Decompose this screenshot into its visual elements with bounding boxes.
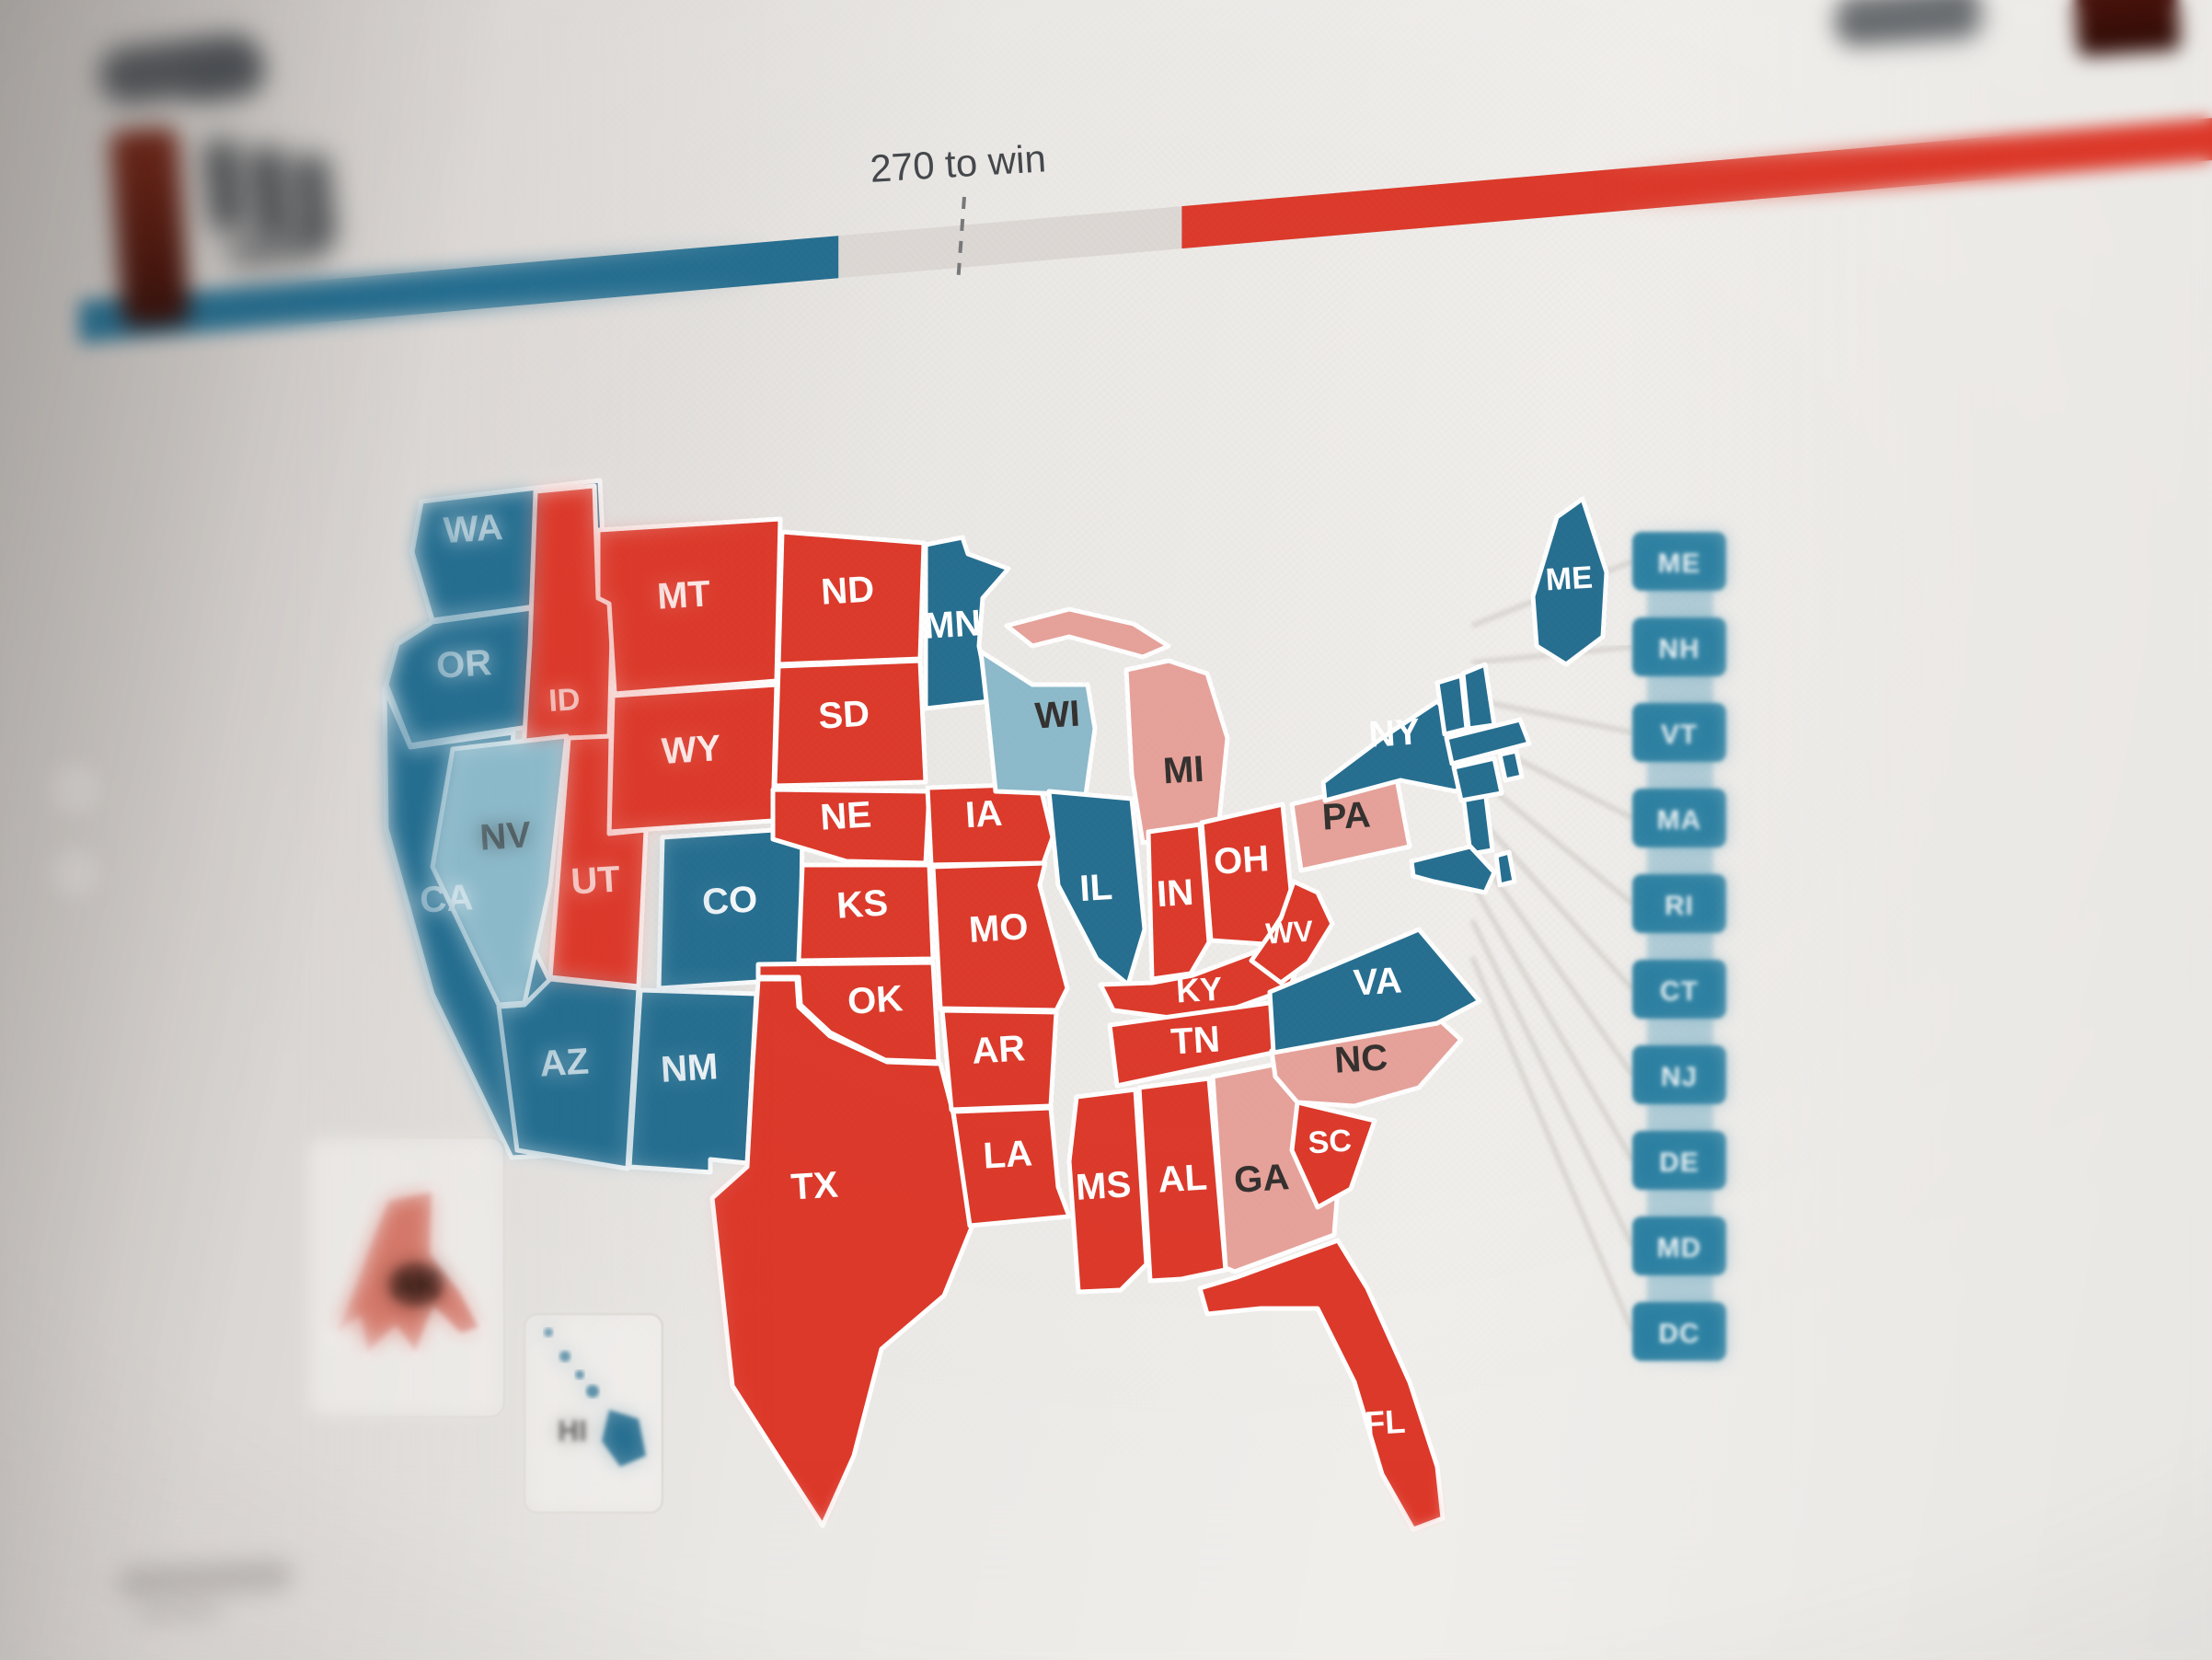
state-label-ms: MS	[1075, 1164, 1133, 1208]
callout-label-me: ME	[1658, 548, 1701, 579]
state-label-al: AL	[1157, 1157, 1208, 1200]
state-label-mn: MN	[923, 603, 983, 647]
hawaii-island	[559, 1351, 570, 1362]
state-label-pa: PA	[1321, 794, 1372, 837]
state-label-ut: UT	[570, 859, 621, 902]
state-label-wy: WY	[661, 728, 722, 772]
state-label-nc: NC	[1333, 1037, 1388, 1080]
state-label-mt: MT	[656, 573, 711, 617]
callout-label-de: DE	[1659, 1147, 1699, 1178]
hawaii-island	[575, 1370, 584, 1379]
callout-label-dc: DC	[1658, 1319, 1699, 1349]
hawaii-inset-box	[523, 1312, 664, 1515]
state-label-hi: HI	[558, 1414, 587, 1447]
state-label-nd: ND	[820, 569, 875, 612]
state-label-la: LA	[982, 1133, 1033, 1176]
hawaii-island	[586, 1385, 599, 1398]
callout-label-vt: VT	[1661, 720, 1698, 750]
state-label-ga: GA	[1233, 1157, 1291, 1201]
state-label-oh: OH	[1213, 838, 1271, 882]
state-label-fl: FL	[1364, 1402, 1406, 1443]
hawaii-island	[544, 1328, 553, 1337]
state-label-mo: MO	[968, 906, 1030, 951]
state-label-in: IN	[1156, 872, 1195, 915]
state-label-ca: CA	[419, 877, 474, 920]
state-label-sc: SC	[1308, 1124, 1353, 1161]
state-label-az: AZ	[538, 1041, 590, 1084]
leader-line	[1469, 918, 1635, 1248]
callout-label-ma: MA	[1657, 805, 1702, 836]
callout-label-nj: NJ	[1661, 1062, 1698, 1092]
electoral-bar	[79, 118, 2212, 343]
state-nh[interactable]	[1460, 662, 1497, 732]
callout-label-md: MD	[1657, 1233, 1702, 1263]
zoom-out-button[interactable]	[44, 841, 109, 905]
state-label-wv: WV	[1265, 914, 1315, 950]
leader-line	[1469, 882, 1635, 1162]
state-label-ny: NY	[1367, 711, 1421, 755]
callout-label-nh: NH	[1658, 634, 1699, 664]
state-label-ky: KY	[1175, 970, 1223, 1010]
state-label-va: VA	[1353, 960, 1403, 1003]
leader-line	[1469, 955, 1635, 1333]
state-label-ks: KS	[835, 882, 889, 926]
target-label: 270 to win	[869, 136, 1047, 190]
state-label-ok: OK	[847, 978, 904, 1022]
zoom-in-button[interactable]	[44, 756, 109, 821]
callout-label-ct: CT	[1660, 976, 1699, 1007]
state-label-wa: WA	[443, 507, 504, 551]
bar-dem-segment	[79, 236, 839, 343]
state-label-ak: AK	[393, 1268, 439, 1303]
state-label-ar: AR	[971, 1028, 1026, 1071]
callout-layer: ME NH VT MA RI CT NJ DE MD DC	[1632, 532, 1726, 1361]
state-label-tx: TX	[789, 1164, 839, 1207]
state-label-ia: IA	[964, 793, 1004, 836]
state-label-nv: NV	[478, 814, 532, 858]
callout-leader-lines	[1469, 559, 1635, 1333]
inset-layer: AK HI	[305, 1135, 664, 1515]
state-fl[interactable]	[1197, 1238, 1446, 1532]
state-label-co: CO	[701, 879, 759, 923]
state-label-il: IL	[1078, 867, 1113, 909]
state-label-ne: NE	[819, 794, 872, 837]
state-label-id: ID	[547, 682, 581, 719]
state-label-nm: NM	[660, 1046, 720, 1090]
state-label-sd: SD	[817, 693, 870, 736]
state-de[interactable]	[1493, 849, 1517, 888]
state-label-tn: TN	[1169, 1019, 1221, 1062]
state-label-me: ME	[1545, 559, 1594, 597]
callout-label-ri: RI	[1665, 891, 1694, 921]
state-ct[interactable]	[1451, 755, 1504, 803]
bar-gop-segment	[1181, 118, 2212, 249]
state-label-wi: WI	[1033, 694, 1080, 737]
state-label-mi: MI	[1162, 749, 1205, 792]
state-ri[interactable]	[1497, 748, 1525, 783]
state-label-or: OR	[435, 642, 493, 686]
